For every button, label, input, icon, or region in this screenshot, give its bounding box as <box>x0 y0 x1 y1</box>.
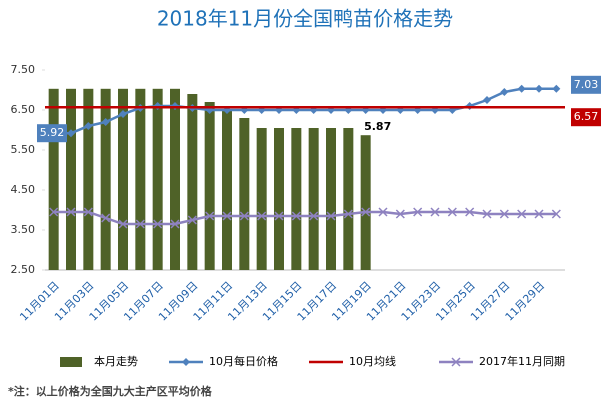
data-label: 5.87 <box>364 120 391 133</box>
point <box>395 209 405 219</box>
point <box>500 88 509 96</box>
point <box>482 209 492 219</box>
point <box>326 211 336 221</box>
point <box>535 84 543 93</box>
point <box>101 118 110 126</box>
y-tick-label: 7.50 <box>11 63 36 76</box>
bar <box>135 88 146 270</box>
legend-label: 10月均线 <box>349 354 396 368</box>
data-label-box <box>37 124 67 143</box>
point <box>84 122 93 130</box>
data-label: 6.57 <box>574 110 599 123</box>
data-label: 7.03 <box>574 78 599 91</box>
point <box>378 207 388 217</box>
y-tick-label: 2.50 <box>11 263 36 276</box>
footnote: *注：以上价格为全国九大主产区平均价格 <box>8 384 213 398</box>
point <box>239 211 249 221</box>
y-tick-label: 4.50 <box>11 183 36 196</box>
point <box>430 207 440 217</box>
point <box>170 219 180 229</box>
point <box>187 215 197 225</box>
bar <box>274 128 284 270</box>
point <box>101 213 111 223</box>
bar <box>100 88 111 270</box>
data-label: 5.92 <box>40 126 65 139</box>
legend-label: 本月走势 <box>94 354 138 368</box>
bar <box>187 94 198 270</box>
point <box>67 129 75 138</box>
chart-title: 2018年11月份全国鸭苗价格走势 <box>157 7 453 31</box>
bar <box>326 128 336 270</box>
point <box>447 207 457 217</box>
point <box>551 209 561 219</box>
point <box>118 219 128 229</box>
point <box>517 84 526 93</box>
data-label-box <box>571 75 601 94</box>
point <box>257 211 267 221</box>
point <box>552 84 561 93</box>
bar <box>239 118 250 270</box>
y-tick-label: 6.50 <box>11 103 36 116</box>
bar <box>118 88 128 270</box>
point <box>66 207 76 217</box>
bar <box>66 88 76 270</box>
bar <box>170 88 180 270</box>
point <box>83 207 93 217</box>
point <box>49 207 59 217</box>
point <box>499 209 509 219</box>
y-tick-label: 3.50 <box>11 223 36 236</box>
legend-label: 10月每日价格 <box>209 354 278 368</box>
legend-marker <box>182 358 190 366</box>
point <box>153 219 163 229</box>
point <box>274 211 284 221</box>
point <box>309 211 319 221</box>
bar <box>204 102 215 270</box>
legend-label: 2017年11月同期 <box>479 354 565 368</box>
bar <box>360 135 371 270</box>
bar <box>308 128 319 270</box>
bar <box>152 88 163 270</box>
bar <box>291 128 302 270</box>
point <box>483 96 491 104</box>
bar <box>256 128 267 270</box>
y-tick-label: 5.50 <box>11 143 36 156</box>
point <box>222 211 232 221</box>
data-label-box <box>571 108 601 127</box>
point <box>119 110 127 118</box>
series-line <box>53 210 557 226</box>
point <box>413 207 423 217</box>
legend-marker <box>451 357 461 367</box>
bar <box>222 110 232 270</box>
point <box>135 219 145 229</box>
point <box>465 207 475 217</box>
point <box>291 211 301 221</box>
bar <box>343 128 354 270</box>
point <box>361 207 371 217</box>
series-line <box>53 87 557 135</box>
point <box>534 209 544 219</box>
point <box>517 209 527 219</box>
point <box>205 211 215 221</box>
bar <box>83 88 94 270</box>
legend-swatch <box>60 357 82 367</box>
bar <box>48 88 59 270</box>
point <box>343 209 353 219</box>
